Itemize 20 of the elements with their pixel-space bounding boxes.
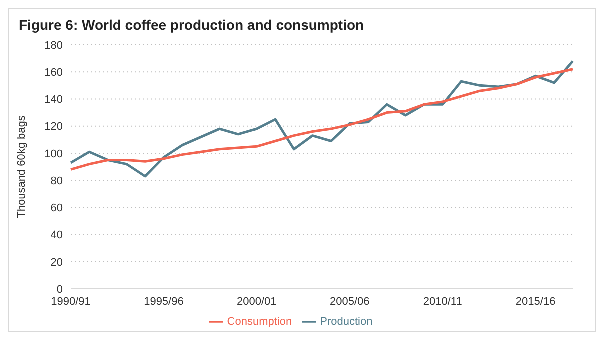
legend-label: Consumption [227, 316, 292, 328]
x-tick-label: 2010/11 [423, 296, 462, 308]
y-tick-label: 40 [50, 230, 63, 242]
y-tick-label: 80 [50, 175, 63, 188]
chart-title: Figure 6: World coffee production and consumption [19, 17, 364, 33]
y-axis-title: Thousand 60kg bags [16, 115, 28, 218]
y-tick-label: 140 [44, 94, 63, 106]
x-tick-label: 1990/91 [51, 296, 91, 308]
x-tick-label: 2015/16 [516, 296, 556, 308]
x-tick-label: 1995/96 [144, 296, 184, 308]
y-tick-label: 20 [50, 256, 63, 269]
y-tick-label: 100 [44, 148, 63, 160]
y-tick-label: 0 [56, 284, 63, 296]
y-tick-label: 120 [44, 121, 63, 134]
x-tick-label: 2000/01 [237, 296, 277, 308]
legend-label: Production [320, 316, 373, 328]
y-tick-label: 180 [44, 40, 63, 52]
y-tick-label: 60 [50, 202, 63, 215]
y-tick-label: 160 [44, 67, 63, 80]
x-tick-label: 2005/06 [330, 296, 370, 308]
